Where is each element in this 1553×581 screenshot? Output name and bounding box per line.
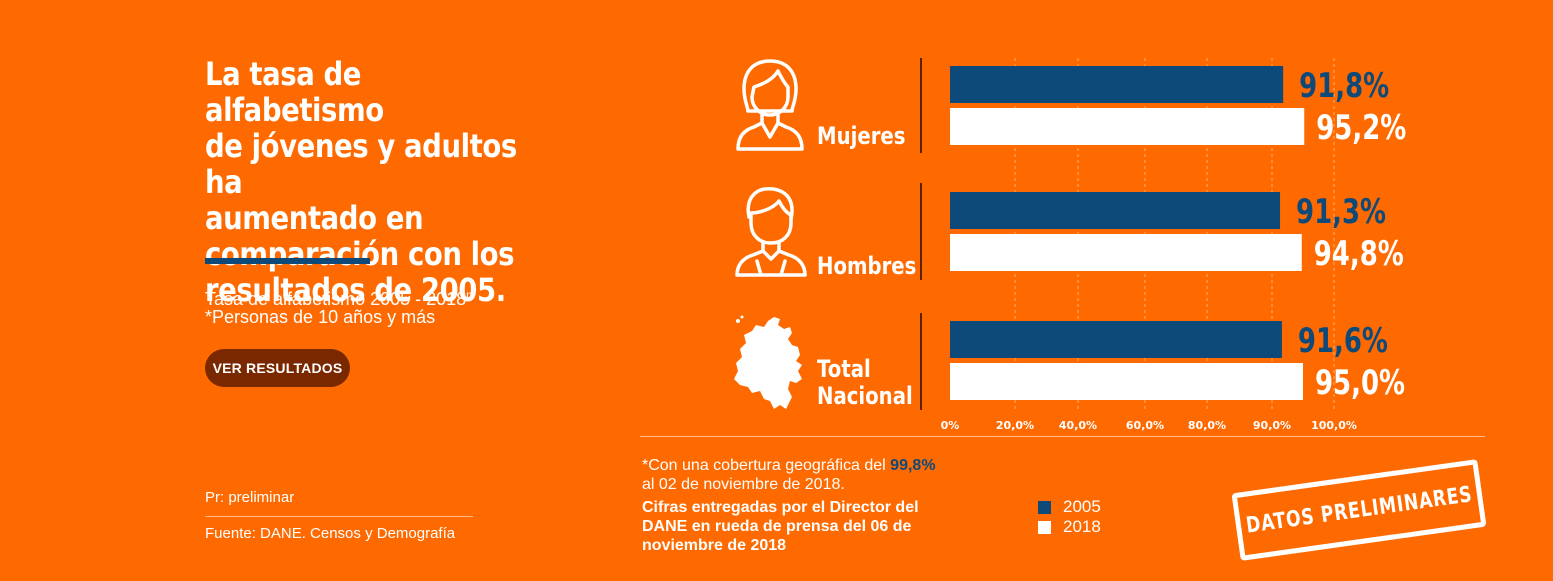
coverage-value: 99,8% [890, 457, 936, 474]
x-tick-label: 0% [941, 419, 960, 432]
x-tick-label: 20,0% [996, 419, 1034, 432]
x-tick-label: 80,0% [1188, 419, 1226, 432]
bar-2005 [950, 192, 1281, 229]
category-separator [920, 313, 922, 410]
chart-subtitle: Tasa de alfabetismo 2005 - 2018pr [205, 289, 476, 309]
bar-2018 [950, 363, 1303, 400]
x-tick-label: 60,0% [1126, 419, 1164, 432]
bar-2005 [950, 321, 1282, 358]
headline: La tasa de alfabetismo de jóvenes y adul… [205, 55, 517, 309]
legend-swatch-2005 [1038, 500, 1051, 514]
colombia-map-icon [734, 315, 802, 409]
bar-2005 [950, 66, 1284, 103]
legend-label-2005: 2005 [1063, 497, 1101, 516]
data-label-2005: 91,3% [1296, 192, 1386, 232]
data-label-2018: 95,2% [1316, 108, 1406, 148]
legend-label-2018: 2018 [1063, 517, 1101, 536]
data-label-2005: 91,8% [1299, 66, 1389, 106]
source-text: Fuente: DANE. Censos y Demografía [205, 525, 456, 542]
legend-item-2005: 2005 [1038, 497, 1101, 517]
stamp-text: DATOS PRELIMINARES [1244, 481, 1474, 539]
man-icon [735, 187, 807, 277]
x-tick-label: 100,0% [1311, 419, 1357, 432]
footer-divider [640, 436, 1485, 437]
category-separator [920, 183, 922, 280]
bar-2018 [950, 234, 1302, 271]
preliminary-note: Pr: preliminar [205, 489, 295, 506]
legend-swatch-2018 [1038, 520, 1051, 534]
category-label-hombres: Hombres [817, 252, 917, 280]
ver-resultados-button[interactable]: VER RESULTADOS [205, 349, 350, 387]
category-label-mujeres: Mujeres [817, 122, 906, 150]
legend-item-2018: 2018 [1038, 517, 1101, 537]
data-label-2005: 91,6% [1298, 321, 1388, 361]
data-label-2018: 94,8% [1314, 234, 1404, 274]
category-label-total-nacional: Total Nacional [817, 355, 913, 410]
x-tick-label: 40,0% [1059, 419, 1097, 432]
x-tick-label: 90,0% [1253, 419, 1291, 432]
category-separator [920, 58, 922, 153]
chart-legend: 2005 2018 [1038, 497, 1101, 537]
woman-icon [736, 59, 804, 151]
data-label-2018: 95,0% [1315, 363, 1405, 403]
subtitle-superscript: pr [466, 290, 476, 301]
press-note: Cifras entregadas por el Director del DA… [642, 499, 919, 554]
population-note: *Personas de 10 años y más [205, 307, 436, 327]
headline-underline [205, 258, 370, 264]
coverage-note: *Con una cobertura geográfica del 99,8% … [642, 457, 936, 493]
source-divider [205, 516, 473, 517]
bar-2018 [950, 108, 1305, 145]
